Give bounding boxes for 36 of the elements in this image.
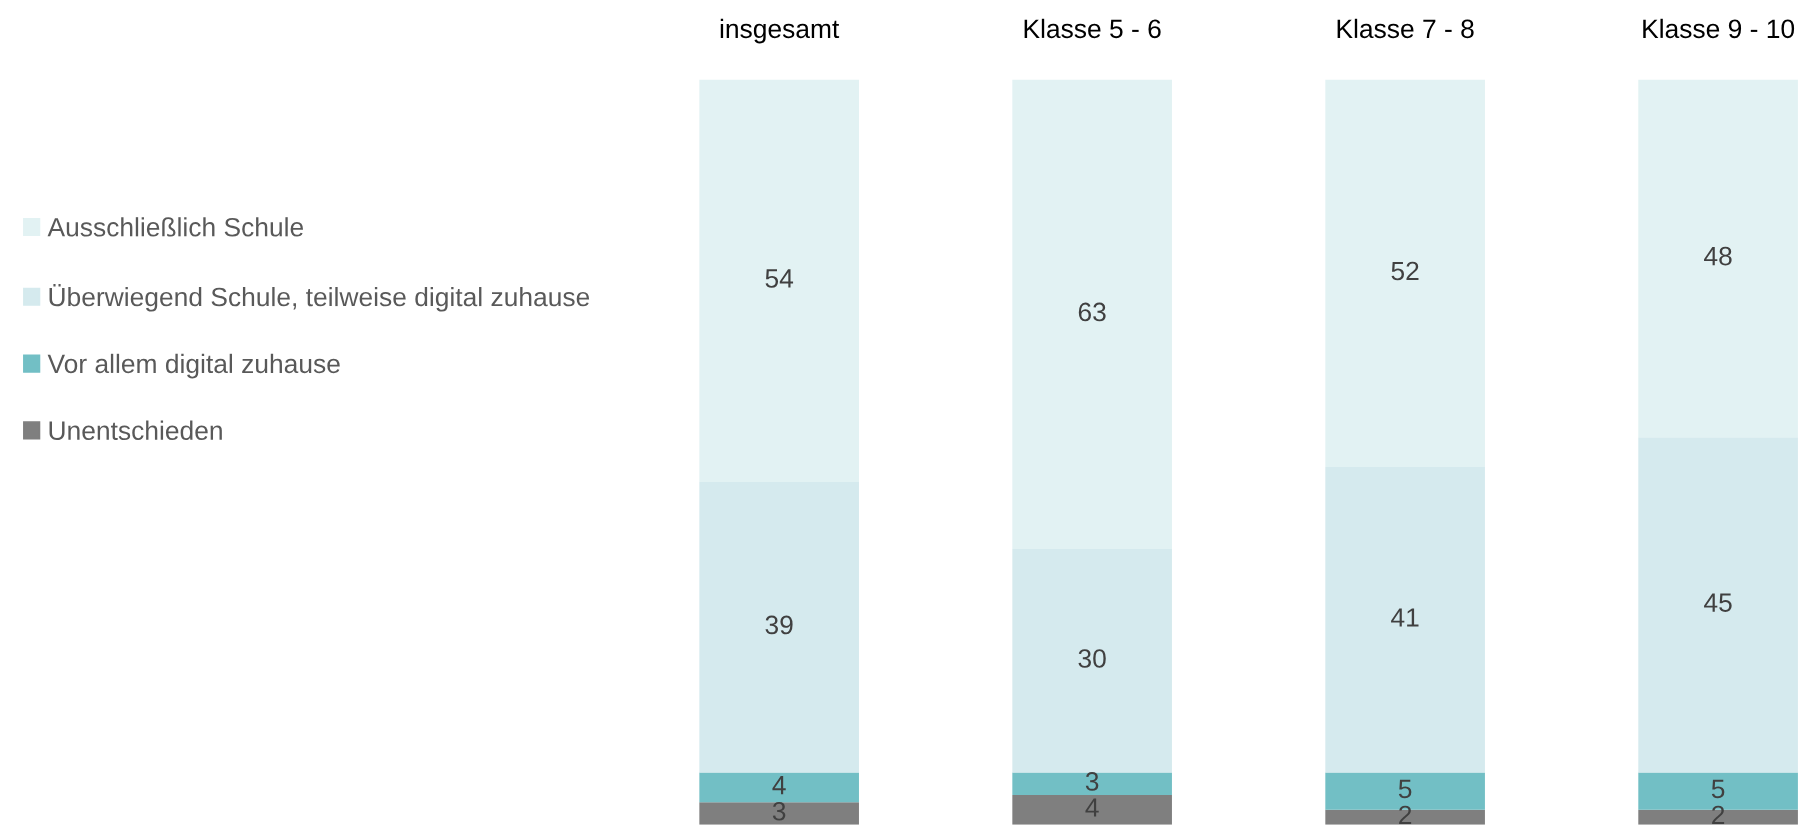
- bar: [1638, 437, 1798, 773]
- data-label: 54: [765, 269, 794, 288]
- data-label: 2: [1399, 805, 1412, 825]
- data-label: 4: [1085, 798, 1099, 817]
- bar: [1012, 794, 1172, 825]
- data-label: 3: [772, 801, 786, 821]
- x-tick-label: Klasse 5 - 6: [1024, 18, 1161, 39]
- x-tick-label: insgesamt: [720, 18, 840, 44]
- bar: [1012, 772, 1172, 795]
- bar: [699, 481, 859, 773]
- data-label: 63: [1078, 302, 1106, 322]
- data-label: 30: [1078, 649, 1106, 668]
- data-label: 2: [1712, 805, 1725, 825]
- legend-label: Unentschieden: [49, 420, 222, 440]
- data-label: 39: [765, 615, 793, 635]
- x-tick-label: Klasse 7 - 8: [1337, 18, 1474, 39]
- data-label: 3: [1085, 772, 1099, 791]
- legend-label: Überwiegend Schule, teilweise digital zuhause: [49, 284, 590, 312]
- bar: [1012, 548, 1172, 773]
- data-label: 5: [1398, 779, 1412, 799]
- bar: [699, 772, 859, 803]
- bar: [1325, 79, 1485, 467]
- x-tick-label: Klasse 9 - 10: [1643, 18, 1795, 39]
- legend-label: Ausschließlich Schule: [47, 217, 303, 237]
- data-label: 5: [1711, 779, 1725, 799]
- data-label: 48: [1704, 246, 1732, 266]
- legend-label: Vor allem digital zuhause: [47, 353, 340, 379]
- bar: [1638, 79, 1798, 438]
- data-label: 4: [772, 776, 786, 795]
- data-label: 52: [1391, 261, 1419, 281]
- bar: [1325, 466, 1485, 773]
- data-label: 45: [1704, 593, 1732, 612]
- bar: [699, 79, 859, 482]
- bar: [699, 802, 859, 825]
- data-label: 41: [1391, 608, 1419, 627]
- bar: [1012, 79, 1172, 549]
